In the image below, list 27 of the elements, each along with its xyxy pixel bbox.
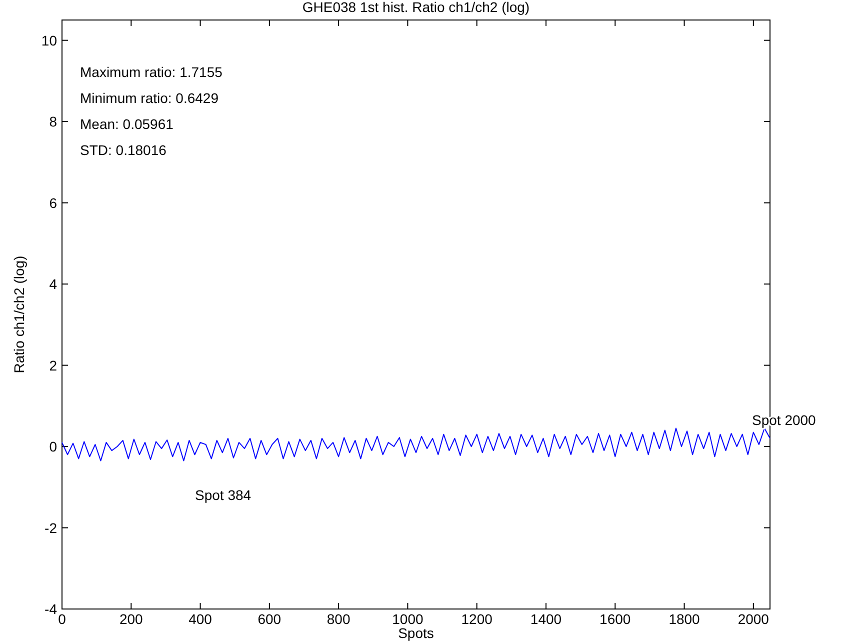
y-tick-label: 4	[49, 276, 58, 292]
annotation: Maximum ratio: 1.7155	[80, 64, 223, 80]
y-tick-label: 10	[41, 32, 58, 48]
chart-title: GHE038 1st hist. Ratio ch1/ch2 (log)	[302, 0, 530, 15]
x-tick-label: 800	[326, 611, 350, 627]
x-tick-label: 2000	[738, 611, 770, 627]
y-tick-label: 8	[49, 114, 58, 130]
x-tick-label: 1000	[392, 611, 424, 627]
y-tick-label: 2	[49, 357, 58, 374]
x-tick-label: 200	[119, 611, 144, 627]
annotation: STD: 0.18016	[80, 142, 167, 158]
x-tick-label: 1200	[461, 611, 493, 627]
x-tick-label: 1400	[530, 611, 562, 627]
x-tick-label: 400	[188, 611, 212, 627]
x-tick-label: 1800	[668, 611, 700, 627]
y-tick-label: -2	[44, 520, 58, 536]
y-tick-label: 6	[49, 194, 58, 211]
annotation: Minimum ratio: 0.6429	[80, 90, 219, 106]
line-series	[62, 428, 770, 462]
x-tick-label: 1600	[600, 611, 631, 627]
y-tick-label: -4	[44, 601, 58, 617]
y-axis-title: Ratio ch1/ch2 (log)	[11, 256, 27, 374]
x-tick-label: 600	[258, 611, 282, 627]
x-axis-title: Spots	[398, 625, 434, 641]
annotation: Mean: 0.05961	[80, 116, 174, 132]
y-tick-label: 0	[49, 438, 58, 455]
annotation: Spot 384	[195, 487, 252, 503]
